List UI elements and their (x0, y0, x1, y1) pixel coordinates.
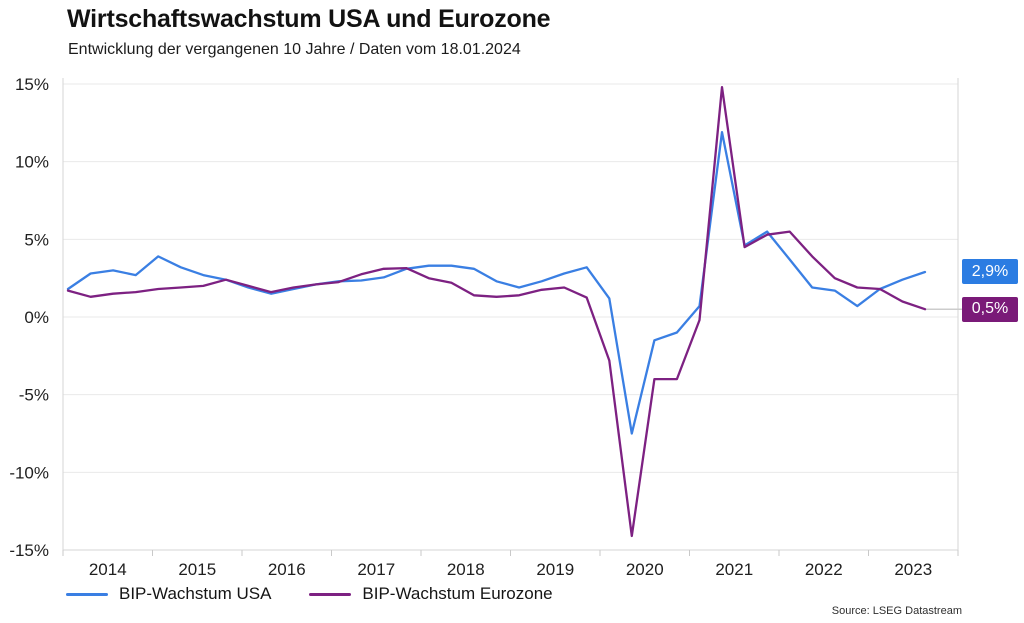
x-tick-label: 2020 (626, 560, 664, 579)
x-tick-label: 2023 (894, 560, 932, 579)
usa-value-badge: 2,9% (962, 259, 1018, 285)
y-tick-label: -5% (19, 386, 49, 405)
legend-label-usa: BIP-Wachstum USA (119, 584, 272, 603)
page-title: Wirtschaftswachstum USA und Eurozone (67, 5, 551, 33)
y-tick-label: -15% (9, 541, 49, 560)
eurozone-value-badge: 0,5% (962, 296, 1018, 322)
legend-item-eurozone: BIP-Wachstum Eurozone (309, 584, 553, 604)
x-tick-label: 2017 (357, 560, 395, 579)
eurozone-line-swatch (309, 592, 352, 596)
usa-line-swatch (66, 592, 108, 596)
y-tick-label: 10% (15, 153, 49, 172)
legend-item-usa: BIP-Wachstum USA (66, 584, 271, 604)
x-tick-label: 2022 (805, 560, 843, 579)
y-tick-label: 15% (15, 75, 49, 94)
x-tick-label: 2019 (536, 560, 574, 579)
x-tick-label: 2016 (268, 560, 306, 579)
source-credit: Source: LSEG Datastream (831, 605, 962, 617)
usa-growth-line (66, 131, 927, 435)
y-tick-label: -10% (9, 463, 49, 482)
x-tick-label: 2021 (715, 560, 753, 579)
x-tick-label: 2018 (447, 560, 485, 579)
legend: BIP-Wachstum USA BIP-Wachstum Eurozone (66, 584, 553, 604)
x-tick-label: 2015 (178, 560, 216, 579)
page-subtitle: Entwicklung der vergangenen 10 Jahre / D… (68, 41, 521, 58)
x-tick-label: 2014 (89, 560, 127, 579)
y-tick-label: 5% (24, 230, 49, 249)
eurozone-growth-line (66, 85, 927, 538)
y-tick-label: 0% (24, 308, 49, 327)
legend-label-eurozone: BIP-Wachstum Eurozone (362, 584, 553, 603)
